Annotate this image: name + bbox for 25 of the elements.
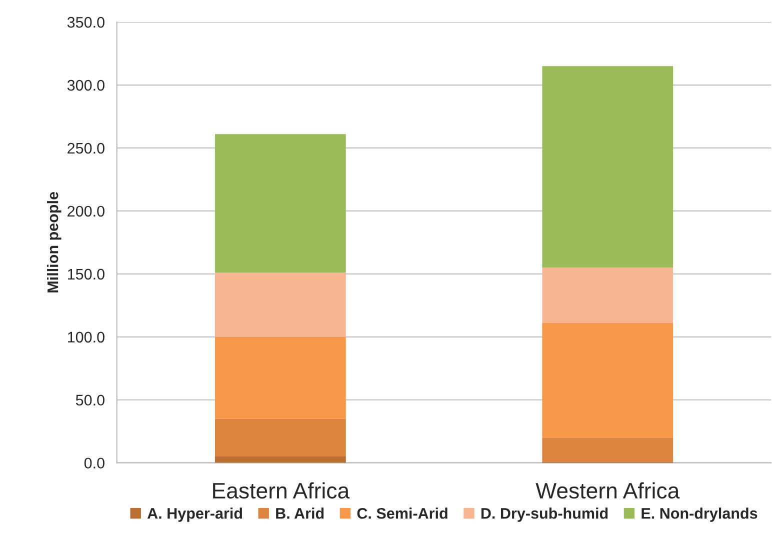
legend-label: D. Dry-sub-humid: [481, 508, 608, 522]
legend-label: A. Hyper-arid: [147, 508, 242, 522]
bar: [542, 438, 674, 462]
bar: [542, 323, 674, 438]
y-axis-title: Million people: [47, 192, 62, 292]
y-tick-label: 50.0: [76, 394, 104, 406]
legend-label: C. Semi-Arid: [357, 508, 448, 519]
y-tick-label: 0.0: [84, 458, 104, 469]
bar: [542, 268, 674, 324]
bar: [215, 418, 346, 457]
legend-label: E. Non-drylands: [642, 508, 758, 522]
legend-label: B. Arid: [276, 508, 324, 519]
bar: [215, 456, 346, 463]
x-tick-label: Eastern Africa: [213, 482, 350, 499]
y-tick-label: 200.0: [68, 206, 104, 217]
bar: [542, 66, 674, 268]
y-tick-label: 350.0: [67, 16, 104, 28]
bar: [215, 272, 346, 337]
y-tick-label: 300.0: [67, 80, 104, 91]
bar: [215, 134, 346, 273]
y-tick-label: 100.0: [68, 332, 104, 343]
y-tick-label: 150.0: [68, 268, 104, 280]
y-tick-label: 250.0: [68, 142, 104, 154]
bar: [215, 336, 346, 419]
x-tick-label: Western Africa: [536, 482, 680, 499]
